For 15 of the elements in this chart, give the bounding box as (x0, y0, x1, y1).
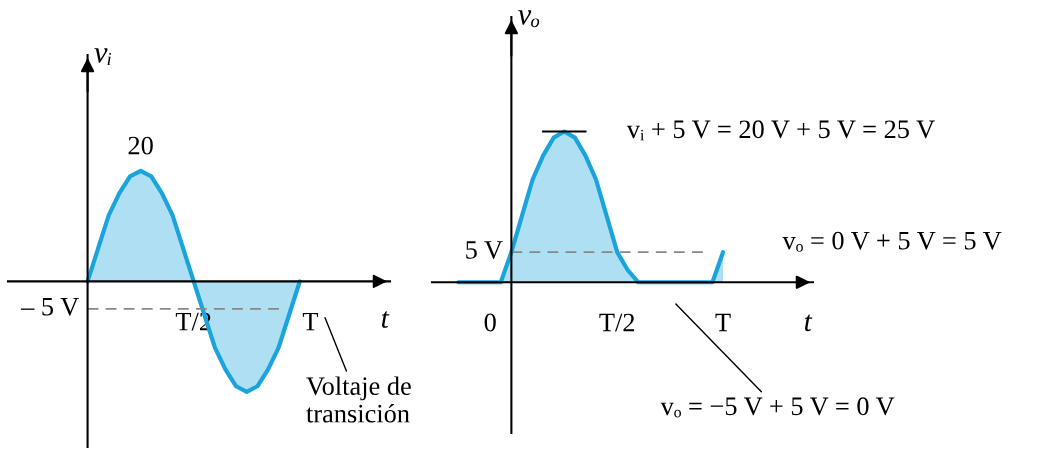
x-tick-label: T/2 (599, 313, 635, 332)
y-axis-title: vᵢ (94, 48, 112, 66)
x-tick-label: T (302, 312, 319, 331)
ref-line-label: – 5 V (20, 298, 79, 316)
annotation: vᵢ + 5 V = 20 V + 5 V = 25 V (626, 120, 935, 141)
annotation: vₒ = 0 V + 5 V = 5 V (782, 231, 1002, 252)
annotation: Voltaje de transición (306, 376, 411, 423)
x-tick-label: 0 (484, 313, 496, 332)
x-axis-title: t (381, 311, 390, 328)
text: vₒ = −5 V + 5 V = 0 V (660, 397, 895, 418)
x-axis-title: t (804, 314, 813, 332)
ref-line-label: 5 V (466, 241, 503, 259)
y-axis-title: vₒ (518, 10, 540, 28)
text: 20 (128, 136, 153, 155)
x-tick-label: T (715, 313, 731, 332)
